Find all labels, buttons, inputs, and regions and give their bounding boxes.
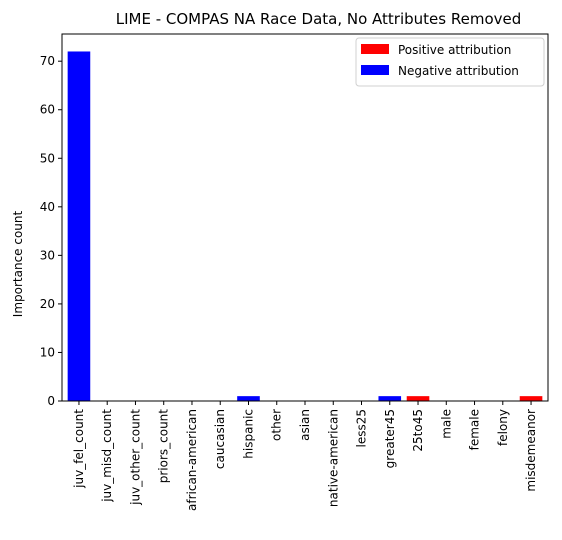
y-tick-label: 0	[47, 394, 55, 408]
legend-frame	[355, 37, 545, 87]
x-tick-label-juv_misd_count: juv_misd_count	[100, 409, 114, 503]
bar-greater45	[378, 396, 402, 401]
x-tick-label-african-american: african-american	[185, 409, 199, 511]
y-tick-label: 70	[40, 54, 55, 68]
y-tick-label: 20	[40, 297, 55, 311]
x-tick-label-other: other	[270, 409, 284, 441]
y-tick-label: 30	[40, 248, 55, 262]
legend-swatch-negative	[361, 65, 389, 75]
plot-area: 0 10 20 30 40 50 60 70 juv_fel_count juv_misd_cou…	[40, 33, 549, 511]
bar-misdemeanor	[519, 396, 543, 401]
bar-25to45	[406, 396, 430, 401]
x-tick-label-male: male	[439, 409, 453, 439]
x-tick-label-hispanic: hispanic	[241, 409, 255, 459]
x-tick-label-25to45: 25to45	[411, 409, 425, 452]
x-tick-label-misdemeanor: misdemeanor	[524, 409, 538, 492]
y-tick-label: 40	[40, 200, 55, 214]
x-tick-label-caucasian: caucasian	[213, 409, 227, 469]
x-tick-label-less25: less25	[355, 409, 369, 448]
y-tick-label: 60	[40, 103, 55, 117]
bar-juv_fel_count	[67, 51, 91, 401]
x-tick-label-native-american: native-american	[326, 409, 340, 507]
y-tick-label: 10	[40, 345, 55, 359]
x-tick-label-felony: felony	[496, 409, 510, 446]
plot-frame	[61, 33, 549, 402]
legend-label-negative: Negative attribution	[398, 64, 519, 78]
x-tick-label-juv_fel_count: juv_fel_count	[72, 409, 86, 489]
y-tick-label: 50	[40, 151, 55, 165]
y-axis-label: Importance count	[11, 210, 25, 317]
x-tick-label-female: female	[468, 409, 482, 450]
bar-hispanic	[237, 396, 260, 401]
x-tick-label-priors_count: priors_count	[157, 409, 171, 484]
chart-title: LIME - COMPAS NA Race Data, No Attribute…	[116, 10, 522, 28]
x-tick-label-asian: asian	[298, 409, 312, 441]
legend-label-positive: Positive attribution	[398, 43, 511, 57]
x-tick-label-juv_other_count: juv_other_count	[128, 409, 142, 506]
legend-swatch-positive	[361, 44, 389, 54]
x-tick-label-greater45: greater45	[383, 409, 397, 468]
legend: Positive attribution Negative attribution	[355, 37, 545, 87]
